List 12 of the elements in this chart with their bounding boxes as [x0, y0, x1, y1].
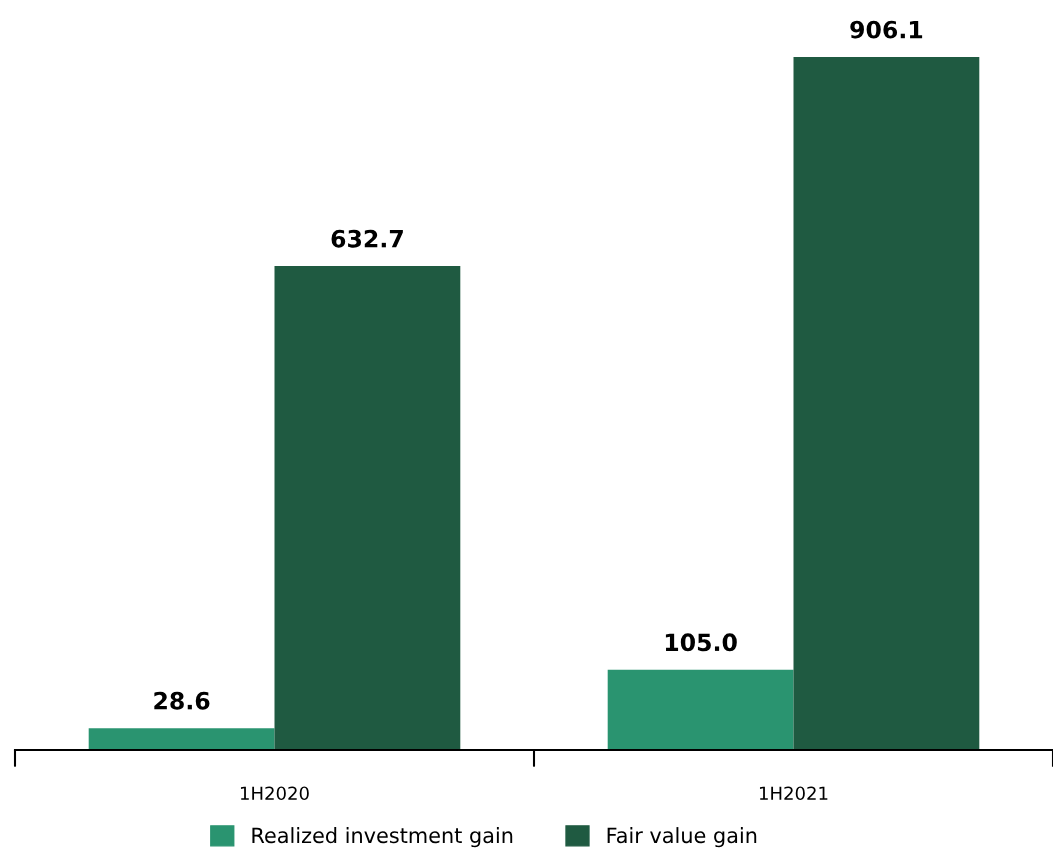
bar	[793, 57, 980, 750]
data-label: 632.7	[331, 229, 403, 248]
legend-label: Realized investment gain	[252, 827, 513, 848]
bar	[607, 669, 794, 750]
legend-label: Fair value gain	[607, 827, 757, 848]
data-label: 906.1	[850, 20, 923, 39]
x-tick-label: 1H2021	[759, 786, 828, 801]
x-tick-label: 1H2020	[240, 786, 309, 801]
bar	[88, 728, 275, 750]
bar	[274, 266, 461, 750]
data-label: 105.0	[665, 633, 737, 652]
data-label: 28.6	[154, 691, 210, 710]
